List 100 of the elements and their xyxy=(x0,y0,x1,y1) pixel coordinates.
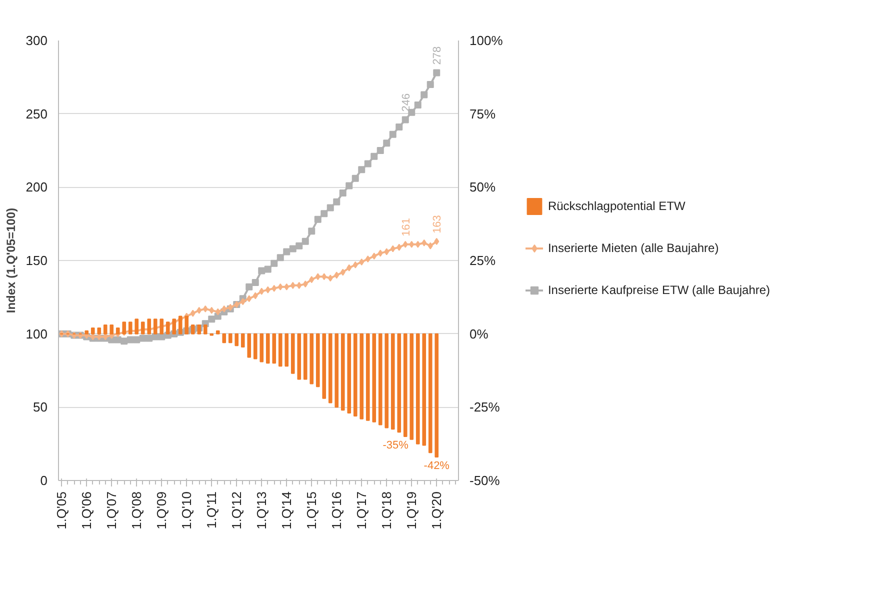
y-tick-label: 100 xyxy=(26,326,48,342)
point xyxy=(402,240,408,248)
point xyxy=(409,240,414,248)
bar xyxy=(397,333,402,433)
bar xyxy=(303,333,308,380)
bar xyxy=(422,333,426,446)
x-tick-label: 1.Q'15 xyxy=(304,491,320,530)
bar xyxy=(428,333,432,454)
y-tick-label: 50 xyxy=(33,400,48,415)
point xyxy=(278,283,283,290)
y2-tick-label: 0% xyxy=(470,326,489,342)
bar xyxy=(366,333,370,421)
x-tick-label: 1.Q'07 xyxy=(104,491,120,530)
bar xyxy=(434,333,439,458)
x-tick-label: 1.Q'10 xyxy=(179,491,194,530)
bar xyxy=(184,316,189,334)
y-tick-label: 300 xyxy=(26,33,48,48)
point xyxy=(322,273,327,280)
x-tick-label: 1.Q'08 xyxy=(129,491,144,530)
point xyxy=(428,242,433,250)
bar xyxy=(216,330,220,334)
y2-tick-label: 25% xyxy=(470,253,496,268)
bar xyxy=(247,333,252,358)
point xyxy=(272,284,277,292)
bar xyxy=(384,333,389,428)
point xyxy=(415,240,420,248)
point xyxy=(390,245,396,252)
point xyxy=(290,282,296,289)
point xyxy=(328,274,333,282)
y2-tick-label: 100% xyxy=(470,33,504,48)
legend-label: Inserierte Kaufpreise ETW (alle Baujahre) xyxy=(548,283,770,297)
x-tick-label: 1.Q'19 xyxy=(404,491,420,530)
point xyxy=(378,250,383,257)
bar xyxy=(297,333,302,380)
point xyxy=(265,286,270,294)
point xyxy=(252,292,258,300)
data-label: -42% xyxy=(424,460,450,472)
y2-tick-label: -25% xyxy=(470,400,500,415)
bar xyxy=(134,318,139,334)
bar xyxy=(260,333,264,362)
bar xyxy=(122,322,126,334)
bar xyxy=(372,333,376,422)
legend-label: Rückschlagpotential ETW xyxy=(548,199,686,213)
bar xyxy=(178,316,182,334)
y2-tick-label: 75% xyxy=(470,106,496,122)
bar xyxy=(284,333,289,367)
point xyxy=(259,288,264,295)
point xyxy=(384,248,390,256)
bar xyxy=(90,327,95,334)
bar xyxy=(222,333,226,344)
bar xyxy=(116,327,120,334)
bar xyxy=(390,333,395,430)
y-tick-label: 250 xyxy=(26,106,48,122)
bar xyxy=(322,333,326,399)
point xyxy=(434,238,440,245)
point xyxy=(296,282,302,289)
bar xyxy=(347,333,352,414)
bar xyxy=(410,333,414,440)
data-label: 278 xyxy=(432,46,444,65)
point xyxy=(372,252,377,260)
point xyxy=(190,310,196,317)
x-tick-label: 1.Q'13 xyxy=(254,491,270,530)
bar xyxy=(253,333,258,360)
point xyxy=(222,305,227,312)
point xyxy=(359,258,364,266)
y2-tick-label: 50% xyxy=(470,180,496,195)
bar xyxy=(266,333,270,364)
point xyxy=(396,244,402,251)
x-tick-label: 1.Q'16 xyxy=(329,491,344,530)
point xyxy=(240,298,246,306)
point xyxy=(209,306,214,314)
point xyxy=(422,239,427,246)
x-tick-label: 1.Q'12 xyxy=(229,491,244,530)
x-tick-label: 1.Q'11 xyxy=(204,491,220,528)
y-axis-title: Index (1.Q'05=100) xyxy=(4,208,18,314)
point xyxy=(365,256,370,263)
data-label: 163 xyxy=(432,215,444,234)
bar xyxy=(378,333,382,426)
bar xyxy=(340,333,345,411)
data-label: 246 xyxy=(400,93,412,112)
point xyxy=(346,264,352,272)
bar xyxy=(416,333,420,444)
x-tick-label: 1.Q'17 xyxy=(354,491,370,530)
data-label: -35% xyxy=(382,440,409,452)
bar xyxy=(84,330,89,334)
point xyxy=(246,295,252,302)
y-tick-label: 150 xyxy=(26,253,48,268)
x-tick-label: 1.Q'06 xyxy=(79,491,94,530)
bar xyxy=(228,333,232,344)
point xyxy=(309,276,314,284)
x-tick-label: 1.Q'05 xyxy=(54,491,70,530)
bar xyxy=(272,333,276,364)
bar xyxy=(128,322,132,334)
data-label: 161 xyxy=(400,218,412,236)
y-tick-label: 200 xyxy=(26,180,48,195)
point xyxy=(202,305,208,312)
bar xyxy=(97,327,102,334)
y2-tick-label: -50% xyxy=(470,473,500,488)
x-tick-label: 1.Q'18 xyxy=(379,491,394,530)
point xyxy=(334,272,340,279)
